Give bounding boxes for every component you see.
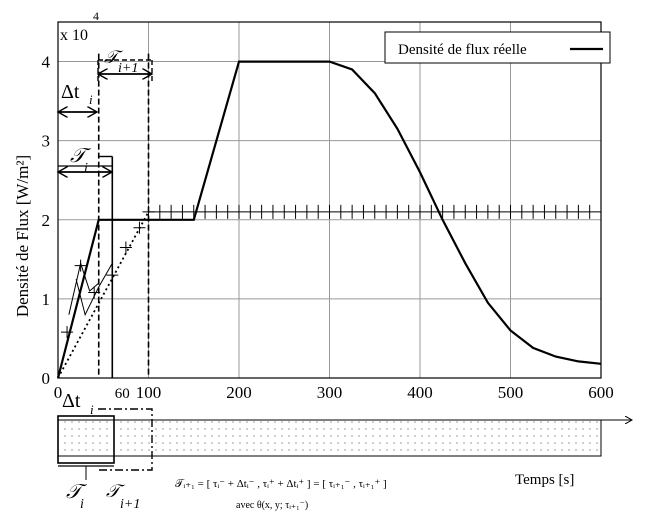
timeline: Δt i 𝒯 i 𝒯 i+1 𝒯ᵢ₊₁ = [ τᵢ⁻ + Δtᵢ⁻ , τᵢ⁺… [57, 390, 632, 512]
tau-i1-sub: i+1 [118, 61, 138, 76]
plot-frame [57, 21, 602, 379]
x-tick-label: 500 [498, 383, 524, 402]
approximation-overlay [57, 53, 155, 379]
x-tick-label: 400 [407, 383, 433, 402]
x-tick-label: 600 [588, 383, 614, 402]
x-tick-label: 200 [226, 383, 252, 402]
approx-marker [88, 286, 101, 299]
legend: Densité de flux réelle [384, 31, 611, 64]
delta-t-sub: i [89, 92, 93, 107]
legend-box [384, 31, 611, 64]
delta-t-bottom-sub: i [90, 402, 94, 417]
approx-marker [106, 269, 119, 282]
window-tau-i [57, 415, 115, 464]
series-line-flux-reelle [56, 60, 602, 379]
tau-i-label: 𝒯 [70, 145, 92, 167]
tau-i-bottom-sub: i [80, 497, 84, 512]
x-axis-label: Temps [s] [515, 472, 574, 488]
estimate-polyline-2 [75, 263, 113, 317]
tau-i-sub: i [84, 161, 88, 176]
delta-t-label: Δt [61, 81, 80, 103]
grid [58, 22, 601, 378]
formula-sub: avec θ(x, y; τᵢ₊₁⁻) [236, 500, 308, 511]
delta-t-bottom-label: Δt [62, 390, 81, 412]
x-tick-label: 100 [136, 383, 162, 402]
y-multiplier-exponent: 4 [93, 9, 99, 23]
formula: 𝒯ᵢ₊₁ = [ τᵢ⁻ + Δtᵢ⁻ , τᵢ⁺ + Δtᵢ⁺ ] = [ τ… [175, 478, 387, 490]
y-multiplier: x 10 [60, 27, 88, 44]
timeline-bar [57, 419, 602, 457]
legend-entry-label: Densité de flux réelle [398, 42, 527, 58]
y-tick-label: 4 [42, 53, 51, 72]
x-tick-label: 300 [317, 383, 343, 402]
y-tick-label: 2 [42, 211, 51, 230]
axis-ticks: 0 100 200 300 400 500 600 0 1 2 3 4 60 [42, 53, 614, 402]
y-tick-label: 3 [42, 132, 51, 151]
y-tick-label: 1 [42, 290, 51, 309]
window-tau-i1 [98, 408, 153, 471]
ticked-level-line [148, 204, 602, 219]
tau-i-bottom-label: 𝒯 [66, 481, 88, 503]
approx-marker [61, 326, 74, 339]
tau-i1-bottom-sub: i+1 [120, 497, 140, 512]
y-axis-label: Densité de Flux [W/m²] [13, 155, 32, 317]
approx-marker [74, 259, 87, 272]
approx-dotted-line [57, 211, 150, 379]
x-tick-label: 0 [54, 383, 63, 402]
approx-marker [119, 241, 132, 254]
y-tick-label: 0 [42, 369, 51, 388]
approx-marker [133, 221, 146, 234]
x-tick-label-extra: 60 [115, 386, 130, 402]
